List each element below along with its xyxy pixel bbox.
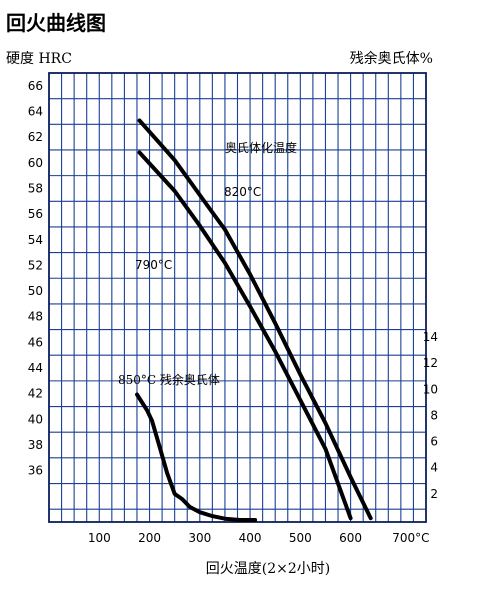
y2-tick-labels: 2 4 6 8 10 12 14 [423,330,438,501]
y-tick-label: 40 [28,412,43,426]
y-tick-label: 62 [28,130,43,144]
y-axis-label: 硬度 HRC [6,51,72,67]
series-label-850-retained-austenite: 850°C 残余奥氏体 [118,372,220,387]
x-tick-label: 600 [339,531,362,545]
chart-title: 回火曲线图 [6,11,106,35]
y-tick-label: 46 [28,335,43,349]
plot-frame [48,72,427,523]
y-tick-label: 38 [28,438,43,452]
y2-tick-label: 12 [423,356,438,370]
y2-tick-label: 4 [430,461,438,475]
y-tick-label: 58 [28,181,43,195]
y2-tick-label: 14 [423,330,438,344]
series-lines [135,118,373,522]
series-line-790 [137,150,353,521]
y-tick-label: 66 [28,79,43,93]
x-tick-labels: 100 200 300 400 500 600 700°C [88,531,430,545]
y-tick-label: 64 [28,104,43,118]
y-tick-label: 56 [28,207,43,221]
x-tick-label: 700°C [392,531,429,545]
y-tick-label: 60 [28,156,43,170]
y2-tick-label: 2 [430,487,438,501]
y-tick-label: 50 [28,284,43,298]
series-line-820 [137,118,373,521]
x-tick-label: 500 [289,531,312,545]
x-tick-label: 100 [88,531,111,545]
y2-axis-label: 残余奥氏体% [350,50,433,67]
y-tick-label: 52 [28,258,43,272]
x-axis-label: 回火温度(2×2小时) [206,561,330,577]
y-tick-labels: 36 38 40 42 44 46 48 50 52 54 56 58 60 62 64 66 [28,79,43,478]
series-label-820: 820°C [224,185,261,199]
y-tick-label: 36 [28,464,43,478]
y-tick-label: 44 [28,361,43,375]
y-tick-label: 42 [28,387,43,401]
y-tick-label: 48 [28,310,43,324]
y2-tick-label: 8 [430,408,438,422]
y2-tick-label: 6 [430,435,438,449]
x-tick-label: 300 [188,531,211,545]
x-tick-label: 200 [138,531,161,545]
x-tick-label: 400 [239,531,262,545]
series-label-790: 790°C [135,258,172,272]
y-tick-label: 54 [28,233,43,247]
series-line-850-retained-austenite [135,392,258,522]
y2-tick-label: 10 [423,382,438,396]
annotation-austenitizing-temp: 奥氏体化温度 [225,140,297,155]
